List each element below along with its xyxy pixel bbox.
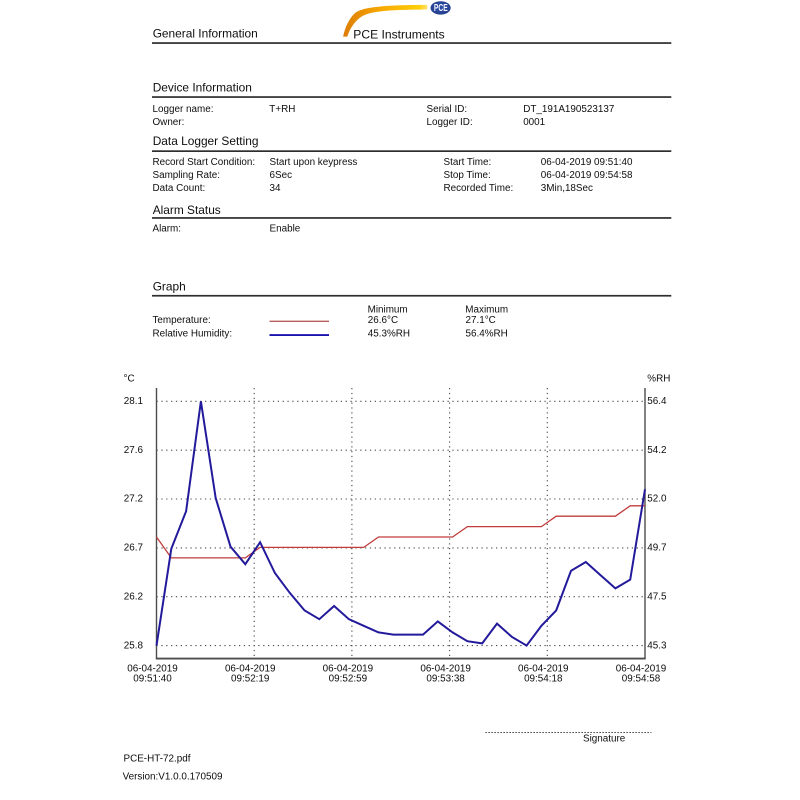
svg-text:°C: °C bbox=[124, 373, 135, 384]
svg-text:%RH: %RH bbox=[647, 373, 670, 384]
svg-text:09:52:19: 09:52:19 bbox=[231, 673, 270, 684]
svg-text:T+RH: T+RH bbox=[269, 104, 295, 115]
svg-text:28.1: 28.1 bbox=[124, 396, 144, 407]
svg-text:27.2: 27.2 bbox=[124, 494, 143, 505]
svg-text:47.5: 47.5 bbox=[647, 591, 667, 602]
svg-text:6Sec: 6Sec bbox=[270, 170, 293, 181]
svg-text:Start upon keypress: Start upon keypress bbox=[270, 157, 358, 168]
svg-text:26.6°C: 26.6°C bbox=[368, 315, 398, 326]
svg-text:52.0: 52.0 bbox=[647, 494, 667, 505]
svg-text:Relative Humidity:: Relative Humidity: bbox=[153, 329, 233, 340]
svg-text:06-04-2019: 06-04-2019 bbox=[225, 663, 276, 674]
svg-text:06-04-2019: 06-04-2019 bbox=[127, 663, 178, 674]
svg-text:26.2: 26.2 bbox=[124, 591, 143, 602]
svg-text:Version:V1.0.0.170509: Version:V1.0.0.170509 bbox=[123, 772, 223, 783]
svg-text:25.8: 25.8 bbox=[124, 640, 144, 651]
svg-text:Alarm:: Alarm: bbox=[153, 224, 182, 235]
svg-text:06-04-2019: 06-04-2019 bbox=[518, 663, 569, 674]
svg-text:56.4%RH: 56.4%RH bbox=[466, 329, 508, 340]
svg-text:Sampling Rate:: Sampling Rate: bbox=[153, 170, 221, 181]
svg-text:PCE: PCE bbox=[434, 3, 448, 14]
svg-text:09:54:58: 09:54:58 bbox=[622, 673, 661, 684]
svg-text:3Min,18Sec: 3Min,18Sec bbox=[541, 183, 593, 194]
svg-text:PCE-HT-72.pdf: PCE-HT-72.pdf bbox=[124, 754, 191, 765]
svg-text:Enable: Enable bbox=[270, 224, 301, 235]
svg-text:Start Time:: Start Time: bbox=[444, 157, 492, 168]
svg-text:Stop Time:: Stop Time: bbox=[444, 170, 491, 181]
svg-text:06-04-2019: 06-04-2019 bbox=[323, 663, 374, 674]
svg-text:09:53:38: 09:53:38 bbox=[426, 673, 465, 684]
svg-text:Minimum: Minimum bbox=[368, 304, 408, 315]
svg-text:DT_191A190523137: DT_191A190523137 bbox=[523, 104, 614, 115]
svg-text:49.7: 49.7 bbox=[647, 543, 666, 554]
svg-text:06-04-2019 09:51:40: 06-04-2019 09:51:40 bbox=[541, 157, 633, 168]
svg-text:Recorded Time:: Recorded Time: bbox=[444, 183, 514, 194]
svg-text:PCE Instruments: PCE Instruments bbox=[353, 27, 444, 41]
svg-text:09:52:59: 09:52:59 bbox=[329, 673, 368, 684]
svg-text:Graph: Graph bbox=[153, 280, 186, 294]
svg-text:Temperature:: Temperature: bbox=[153, 315, 211, 326]
svg-text:27.6: 27.6 bbox=[124, 445, 144, 456]
svg-text:Logger ID:: Logger ID: bbox=[427, 117, 473, 128]
svg-text:09:54:18: 09:54:18 bbox=[524, 673, 563, 684]
svg-text:Signature: Signature bbox=[583, 734, 626, 745]
svg-text:Data Count:: Data Count: bbox=[153, 183, 206, 194]
svg-text:06-04-2019 09:54:58: 06-04-2019 09:54:58 bbox=[541, 170, 633, 181]
svg-text:56.4: 56.4 bbox=[647, 396, 667, 407]
svg-text:06-04-2019: 06-04-2019 bbox=[616, 663, 667, 674]
svg-text:06-04-2019: 06-04-2019 bbox=[420, 663, 471, 674]
svg-text:Logger name:: Logger name: bbox=[153, 104, 214, 115]
svg-text:34: 34 bbox=[270, 183, 281, 194]
svg-text:General Information: General Information bbox=[153, 27, 258, 41]
svg-text:09:51:40: 09:51:40 bbox=[133, 673, 172, 684]
svg-text:0001: 0001 bbox=[523, 117, 545, 128]
svg-text:Maximum: Maximum bbox=[465, 304, 508, 315]
svg-text:Alarm Status: Alarm Status bbox=[153, 203, 221, 217]
svg-text:45.3: 45.3 bbox=[647, 640, 667, 651]
svg-text:27.1°C: 27.1°C bbox=[466, 315, 496, 326]
svg-text:Serial ID:: Serial ID: bbox=[427, 104, 468, 115]
svg-text:Owner:: Owner: bbox=[153, 117, 185, 128]
svg-text:54.2: 54.2 bbox=[647, 445, 666, 456]
svg-text:Data Logger Setting: Data Logger Setting bbox=[153, 134, 259, 148]
svg-text:Record Start Condition:: Record Start Condition: bbox=[153, 157, 256, 168]
svg-text:45.3%RH: 45.3%RH bbox=[368, 329, 410, 340]
svg-text:Device Information: Device Information bbox=[153, 81, 252, 95]
svg-text:26.7: 26.7 bbox=[124, 543, 143, 554]
